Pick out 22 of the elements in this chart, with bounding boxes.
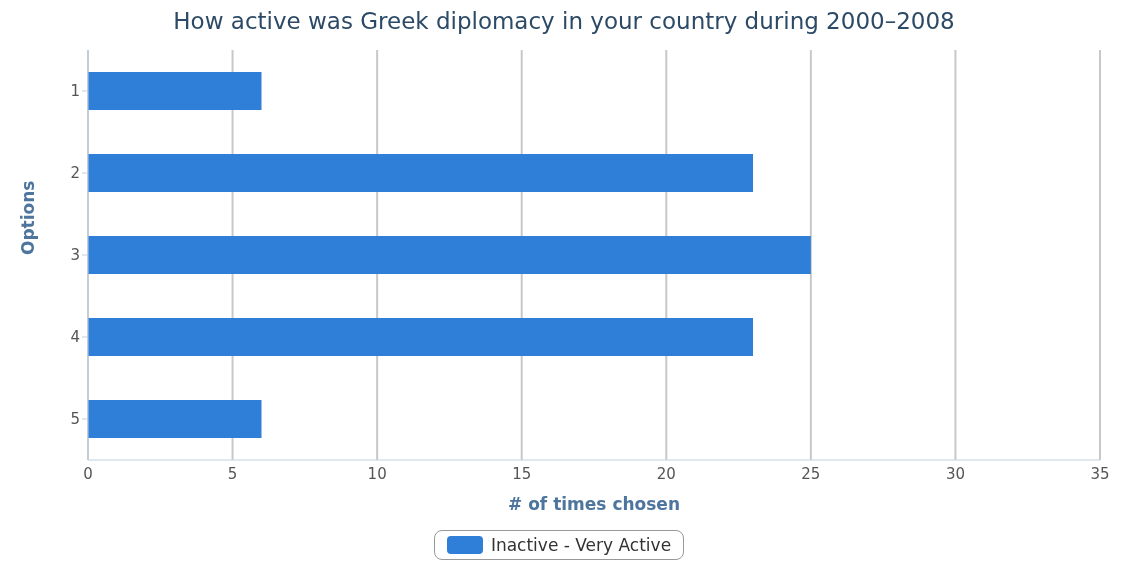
bar: [88, 400, 262, 438]
x-tick-label: 30: [945, 464, 965, 483]
x-tick-label: 5: [227, 464, 238, 483]
legend-label: Inactive - Very Active: [490, 535, 672, 555]
x-tick-label: 10: [367, 464, 387, 483]
y-axis-title: Options: [18, 180, 39, 255]
y-tick-label: 4: [70, 328, 80, 347]
bar: [88, 154, 754, 192]
x-tick-label: 20: [656, 464, 676, 483]
y-tick-label: 3: [70, 246, 80, 265]
y-tick-label: 1: [70, 82, 80, 101]
x-axis-title: # of times chosen: [507, 494, 681, 514]
bar: [88, 72, 262, 110]
y-tick-label: 5: [70, 410, 80, 429]
bar: [88, 236, 811, 274]
x-tick-label: 15: [512, 464, 532, 483]
x-tick-label: 0: [83, 464, 93, 483]
bar: [88, 318, 754, 356]
chart-title: How active was Greek diplomacy in your country during 2000–2008: [172, 8, 956, 34]
x-tick-label: 25: [801, 464, 821, 483]
x-tick-label: 35: [1090, 464, 1110, 483]
y-tick-label: 2: [70, 164, 80, 183]
